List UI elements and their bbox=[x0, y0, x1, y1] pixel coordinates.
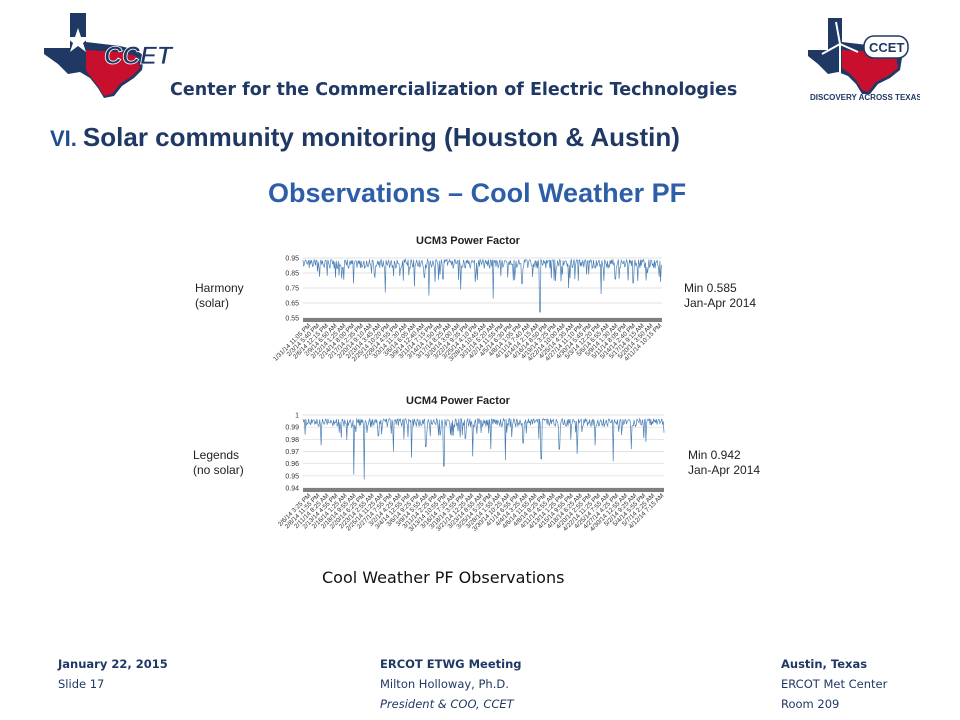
ucm3-min-annotation: Min 0.585 Jan-Apr 2014 bbox=[684, 281, 756, 311]
harmony-label: Harmony (solar) bbox=[195, 281, 244, 311]
y-tick-label: 0.55 bbox=[285, 316, 299, 323]
section-heading: VI. Solar community monitoring (Houston &… bbox=[50, 122, 680, 153]
ccet-logo: CCET bbox=[44, 13, 175, 98]
footer-event: ERCOT ETWG Meeting bbox=[380, 657, 522, 671]
org-name: Center for the Commercialization of Elec… bbox=[170, 80, 738, 100]
section-number: VI. bbox=[50, 126, 77, 151]
y-tick-label: 0.95 bbox=[285, 473, 299, 480]
footer-venue: ERCOT Met Center bbox=[781, 677, 888, 691]
x-axis bbox=[303, 318, 662, 322]
y-tick-label: 0.96 bbox=[285, 461, 299, 468]
chart-title: UCM3 Power Factor bbox=[416, 235, 521, 247]
ucm4-min-annotation: Min 0.942 Jan-Apr 2014 bbox=[688, 448, 760, 478]
y-tick-label: 0.99 bbox=[285, 425, 299, 432]
y-tick-label: 0.98 bbox=[285, 437, 299, 444]
annotation-line: Jan-Apr 2014 bbox=[684, 296, 757, 310]
footer-date: January 22, 2015 bbox=[58, 657, 168, 671]
ucm4-power-factor-chart: UCM4 Power Factor 1 0.99 0.98 0.97 0.96 0.95 0… bbox=[277, 395, 666, 533]
y-tick-label: 0.75 bbox=[285, 286, 299, 293]
footer-city: Austin, Texas bbox=[781, 657, 868, 671]
footer-role: President & COO, CCET bbox=[380, 697, 514, 711]
footer-presenter: Milton Holloway, Ph.D. bbox=[380, 677, 509, 691]
star-icon bbox=[66, 28, 90, 52]
chart-title: UCM4 Power Factor bbox=[406, 395, 511, 407]
legends-label: Legends (no solar) bbox=[193, 448, 244, 478]
y-tick-label: 1 bbox=[295, 413, 299, 420]
side-label-line: Legends bbox=[193, 448, 240, 462]
y-tick-label: 0.94 bbox=[285, 486, 299, 493]
y-tick-label: 0.95 bbox=[285, 256, 299, 263]
ucm3-power-factor-chart: UCM3 Power Factor 0.950.850.750.650.55 1… bbox=[272, 235, 663, 363]
logo-tagline: DISCOVERY ACROSS TEXAS bbox=[810, 93, 920, 102]
footer-room: Room 209 bbox=[781, 697, 840, 711]
side-label-line: Harmony bbox=[195, 281, 244, 295]
footer-right: Austin, Texas ERCOT Met Center Room 209 bbox=[781, 654, 887, 714]
power-factor-line bbox=[302, 417, 665, 480]
y-tick-label: 0.85 bbox=[285, 271, 299, 278]
annotation-line: Min 0.942 bbox=[688, 448, 741, 462]
slide-title: Observations – Cool Weather PF bbox=[268, 178, 687, 208]
slide-number: Slide 17 bbox=[58, 677, 105, 691]
y-tick-label: 0.65 bbox=[285, 301, 299, 308]
power-factor-line bbox=[302, 258, 663, 313]
side-label-line: (solar) bbox=[195, 296, 230, 310]
ccet-discovery-logo: CCET DISCOVERY ACROSS TEXAS bbox=[808, 18, 920, 102]
x-axis bbox=[303, 488, 664, 492]
side-label-line: (no solar) bbox=[193, 463, 244, 477]
footer-center: ERCOT ETWG Meeting Milton Holloway, Ph.D… bbox=[380, 654, 522, 714]
y-tick-label: 0.97 bbox=[285, 449, 299, 456]
right-logo-text: CCET bbox=[869, 40, 904, 55]
left-logo-text: CCET bbox=[104, 42, 175, 70]
wind-turbine-icon bbox=[821, 21, 859, 78]
annotation-line: Min 0.585 bbox=[684, 281, 737, 295]
section-title: Solar community monitoring (Houston & Au… bbox=[82, 122, 680, 152]
annotation-line: Jan-Apr 2014 bbox=[688, 463, 761, 477]
figure-caption: Cool Weather PF Observations bbox=[322, 568, 565, 587]
footer-left: January 22, 2015 Slide 17 bbox=[58, 654, 168, 694]
